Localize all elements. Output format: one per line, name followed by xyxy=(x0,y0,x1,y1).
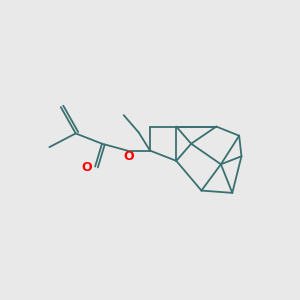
Text: O: O xyxy=(82,161,92,174)
Text: O: O xyxy=(123,150,134,163)
